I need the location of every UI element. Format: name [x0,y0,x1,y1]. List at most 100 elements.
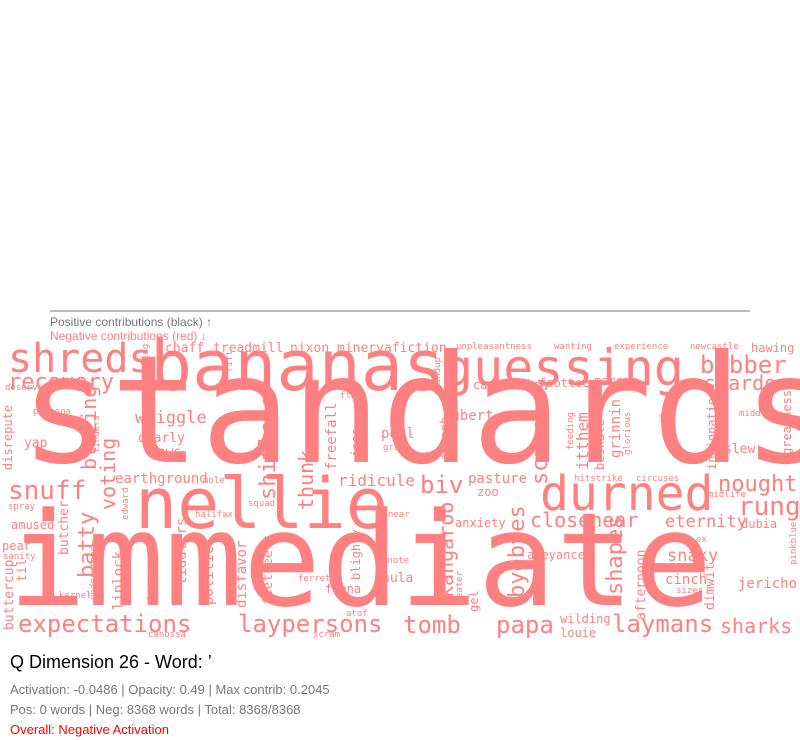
cloud-word: atof [346,609,368,619]
cloud-word: butcher [57,500,72,555]
cloud-word: middlin [739,409,777,419]
cloud-word: kernel [59,591,92,601]
cloud-word: grinnin [608,399,624,458]
cloud-word: rift [225,350,235,372]
cloud-word: slew [724,442,755,457]
axis-line [50,310,750,312]
cloud-word: deserves [5,383,48,393]
cloud-word: chaff [165,341,204,356]
wordcloud-area: Positive contributions (black) ↑ Negativ… [1,310,800,640]
cloud-word: glorious [623,412,633,455]
cloud-word: cows [150,445,181,460]
cloud-word: yap [24,436,48,451]
cloud-word: upandup [433,357,443,395]
cloud-word: wilding [560,612,611,626]
cloud-word: anxiety [455,516,506,530]
cloud-word: earthground [115,471,208,487]
cloud-word: dearly [138,431,185,446]
cloud-word: snuff [8,476,86,506]
cloud-word: papa [496,611,554,639]
cloud-word: eater [455,570,465,598]
cloud-word: tiddlers [174,518,190,585]
cloud-word: unpleasantness [456,342,532,352]
cloud-word: treadmill [213,341,283,356]
cloud-word: newcastle [690,342,739,352]
cloud-word: hitstrike [574,474,623,484]
cloud-word: nixon [290,341,329,356]
cloud-word: persona [33,407,71,417]
cloud-word: circuses [636,474,679,484]
cloud-word: mole [203,476,225,486]
cloud-word: pasture [468,471,527,487]
cloud-word: flops [340,391,367,401]
cloud-word: byebyes [505,505,530,598]
cloud-word: louie [560,626,596,640]
cloud-word: voting [96,438,120,510]
cloud-word: itthem [573,412,592,470]
cloud-word: experience [614,342,668,352]
cloud-word: carbon [473,378,516,392]
cloud-word: eternity [665,512,747,532]
cloud-word: fauna [325,582,361,596]
cloud-word: thunk [294,450,318,510]
cloud-word: bananas [150,325,445,407]
cloud-word: pear [2,539,31,553]
cloud-word: nought [718,472,797,497]
cloud-word: scissors [528,379,553,485]
cloud-word: disfavor [234,541,250,608]
cloud-word: ferrets [298,574,336,584]
cloud-word: poll [381,426,415,442]
cloud-word: squad [248,499,275,509]
cloud-word: sharks [720,614,792,638]
cloud-word: hubert [443,408,494,424]
cloud-word: halifax [195,510,234,520]
cloud-word: foottoe [539,376,590,390]
cloud-word: pinkblue [789,522,799,565]
cloud-word: stardom [704,371,788,395]
activation-stats: Activation: -0.0486 | Opacity: 0.49 | Ma… [10,682,330,697]
cloud-word: grata [383,443,410,453]
cloud-word: joes [349,428,363,457]
cloud-word: ridicule [338,471,415,490]
cloud-word: feeding [566,412,576,450]
cloud-word: greatness [780,390,794,455]
cloud-word: wriggle [135,408,207,428]
cloud-word: ex [696,535,707,545]
cloud-word: nellie [135,463,388,545]
cloud-word: dimwit [703,563,718,610]
cloud-word: minervafiction [337,341,447,356]
cloud-word: edward [121,487,131,520]
cloud-word: expectations [18,610,191,638]
cloud-word: tinders [92,415,102,453]
info-panel: Q Dimension 26 - Word: ’ Activation: -0.… [10,650,330,740]
cloud-word: freefall [324,403,340,470]
cloud-word: swollen [53,381,91,391]
cloud-word: laymans [612,610,713,638]
cloud-word: understood [89,546,99,600]
cloud-word: afternoon [634,550,649,620]
word-counts: Pos: 0 words | Neg: 8368 words | Total: … [10,702,301,717]
cloud-word: laypersons [238,610,383,638]
cloud-word: durned [540,466,713,522]
cloud-word: atnear [377,510,410,520]
cloud-word: rung [738,492,800,522]
cloud-word: abeyance [527,548,585,562]
cloud-word: shapes [603,516,628,595]
cloud-word: cnote [382,556,409,566]
cloud-word: wanting [554,342,592,352]
cloud-word: gel [467,590,481,612]
cloud-word: hawing [751,341,794,355]
cloud-word: closenear [530,508,638,532]
cloud-word: blazing [77,386,101,470]
cloud-word: immediate [8,484,712,636]
overall-activation: Overall: Negative Activation [10,722,169,737]
cloud-word: til [15,559,30,582]
cloud-word: politic [201,546,217,605]
cloud-word: beskate [593,419,607,470]
cloud-word: mercys [594,374,637,388]
legend-negative: Negative contributions (red) ↓ [50,329,207,343]
legend-positive: Positive contributions (black) ↑ [50,315,213,329]
cloud-word: litterbug [147,551,157,600]
cloud-word: hula [382,571,413,586]
